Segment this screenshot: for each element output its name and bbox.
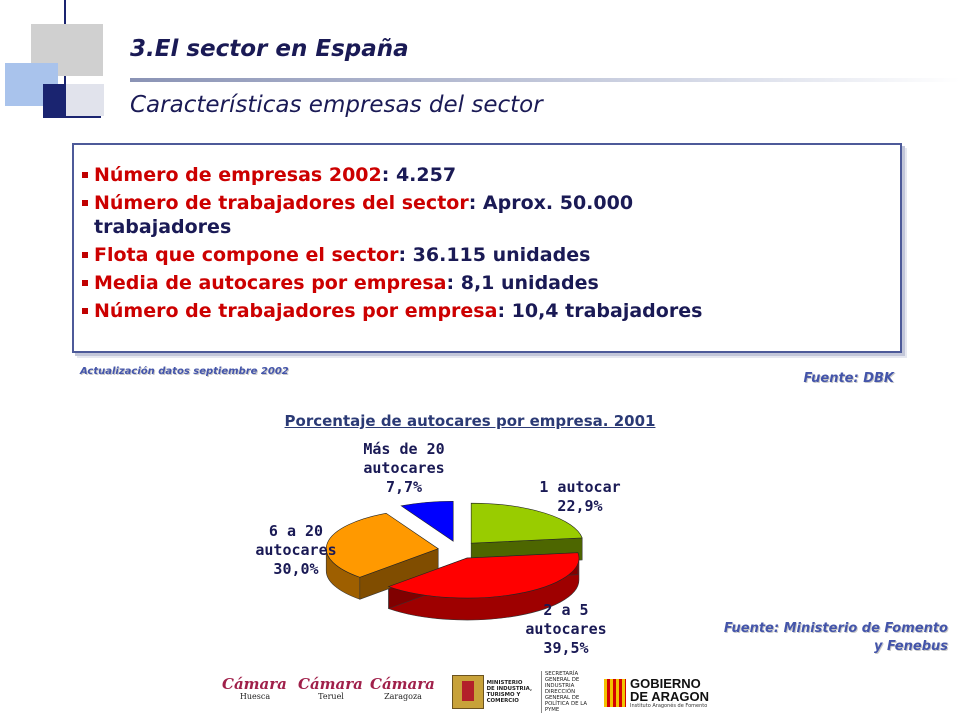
pie-slice-label: 2 a 5 autocares 39,5% xyxy=(525,601,606,657)
info-item-value: : 4.257 xyxy=(381,164,457,186)
pie-slice-label: 1 autocar 22,9% xyxy=(539,478,620,515)
camara-huesca-logo: Cámara Huesca xyxy=(222,676,288,702)
gobierno-aragon-logo: GOBIERNO DE ARAGON Instituto Aragonés de… xyxy=(604,674,716,712)
camara-zaragoza-logo: Cámara Zaragoza xyxy=(370,676,436,702)
pie-slice-label-line: 7,7% xyxy=(386,478,422,496)
corner-block-light xyxy=(66,84,104,116)
pie-chart: 1 autocar 22,9%2 a 5 autocares 39,5%6 a 20 a… xyxy=(255,440,620,657)
update-note: Actualización datos septiembre 2002 xyxy=(80,366,289,377)
info-list: Número de empresas 2002: 4.257 Número de… xyxy=(74,145,900,323)
info-item-label: Número de empresas 2002 xyxy=(94,164,382,186)
pie-slice-label-line: Más de 20 xyxy=(363,440,444,458)
slide-title: 3.El sector en España xyxy=(130,36,409,62)
source-ministerio: Fuente: Ministerio de Fomento y Fenebus xyxy=(723,621,948,654)
info-item: Número de empresas 2002: 4.257 xyxy=(82,163,900,187)
bullet-icon xyxy=(82,252,88,258)
pie-slice-label-line: 1 autocar xyxy=(539,478,620,496)
pie-labels: 1 autocar 22,9%2 a 5 autocares 39,5%6 a 20 a… xyxy=(255,440,620,657)
pie-slice-label-line: autocares xyxy=(363,459,444,477)
ministerio-logo: MINISTERIO DE INDUSTRIA, TURISMO Y COMER… xyxy=(452,671,600,713)
pie-slice xyxy=(470,502,583,544)
camara-logo-city: Zaragoza xyxy=(384,692,422,701)
pie-slice xyxy=(400,500,454,542)
gobierno-line1: GOBIERNO xyxy=(630,676,701,691)
source-dbk: Fuente: DBK xyxy=(803,371,895,386)
camara-logo-name: Cámara xyxy=(298,675,363,693)
info-item-label: Media de autocares por empresa xyxy=(94,272,447,294)
pie-tops xyxy=(325,500,583,599)
info-item: Media de autocares por empresa: 8,1 unid… xyxy=(82,271,900,295)
pie-slice-label-line: 2 a 5 xyxy=(543,601,588,619)
pie-slice xyxy=(387,552,580,599)
camara-logo-name: Cámara xyxy=(222,675,287,693)
slide-subtitle: Características empresas del sector xyxy=(130,92,543,118)
info-item: Flota que compone el sector: 36.115 unid… xyxy=(82,243,900,267)
info-item-value: : Aprox. 50.000 trabajadores xyxy=(94,192,634,238)
info-item-value: : 36.115 unidades xyxy=(398,244,591,266)
pie-slice-label-line: autocares xyxy=(255,541,336,559)
info-box: Número de empresas 2002: 4.257 Número de… xyxy=(72,143,902,353)
info-item: Número de trabajadores del sector: Aprox… xyxy=(82,191,900,239)
bullet-icon xyxy=(82,172,88,178)
aragon-flag-icon xyxy=(604,679,626,707)
gobierno-line2: DE ARAGON xyxy=(630,689,709,704)
pie-slice-label: 6 a 20 autocares 30,0% xyxy=(255,522,336,578)
gobierno-text: GOBIERNO DE ARAGON Instituto Aragonés de… xyxy=(630,677,709,709)
camara-teruel-logo: Cámara Teruel xyxy=(298,676,364,702)
ministerio-text: MINISTERIO DE INDUSTRIA, TURISMO Y COMER… xyxy=(486,680,533,704)
info-item-label: Flota que compone el sector xyxy=(94,244,399,266)
pie-slice-label-line: 39,5% xyxy=(543,639,588,657)
title-divider xyxy=(130,78,960,82)
pie-slice xyxy=(325,512,439,578)
info-item-label: Número de trabajadores por empresa xyxy=(94,300,498,322)
bullet-icon xyxy=(82,280,88,286)
pie-slice-label-line: autocares xyxy=(525,620,606,638)
gobierno-line3: Instituto Aragonés de Fomento xyxy=(630,703,708,709)
pie-slice-label-line: 22,9% xyxy=(557,497,602,515)
info-item-value: : 10,4 trabajadores xyxy=(497,300,703,322)
camara-logo-city: Teruel xyxy=(318,692,344,701)
camara-logo-city: Huesca xyxy=(239,692,271,701)
bullet-icon xyxy=(82,200,88,206)
secretaria-text: SECRETARÍA GENERAL DE INDUSTRIA DIRECCIÓ… xyxy=(540,671,600,713)
pie-slice-label-line: 6 a 20 xyxy=(269,522,323,540)
bullet-icon xyxy=(82,308,88,314)
info-item-value: : 8,1 unidades xyxy=(446,272,599,294)
chart-title: Porcentaje de autocares por empresa. 200… xyxy=(284,412,656,430)
info-item-label: Número de trabajadores del sector xyxy=(94,192,469,214)
coat-of-arms-icon xyxy=(452,675,484,709)
pie-slice-label: Más de 20 autocares 7,7% xyxy=(363,440,444,496)
info-item: Número de trabajadores por empresa: 10,4… xyxy=(82,299,900,323)
camara-logo-name: Cámara xyxy=(370,675,435,693)
pie-slice-label-line: 30,0% xyxy=(273,560,318,578)
